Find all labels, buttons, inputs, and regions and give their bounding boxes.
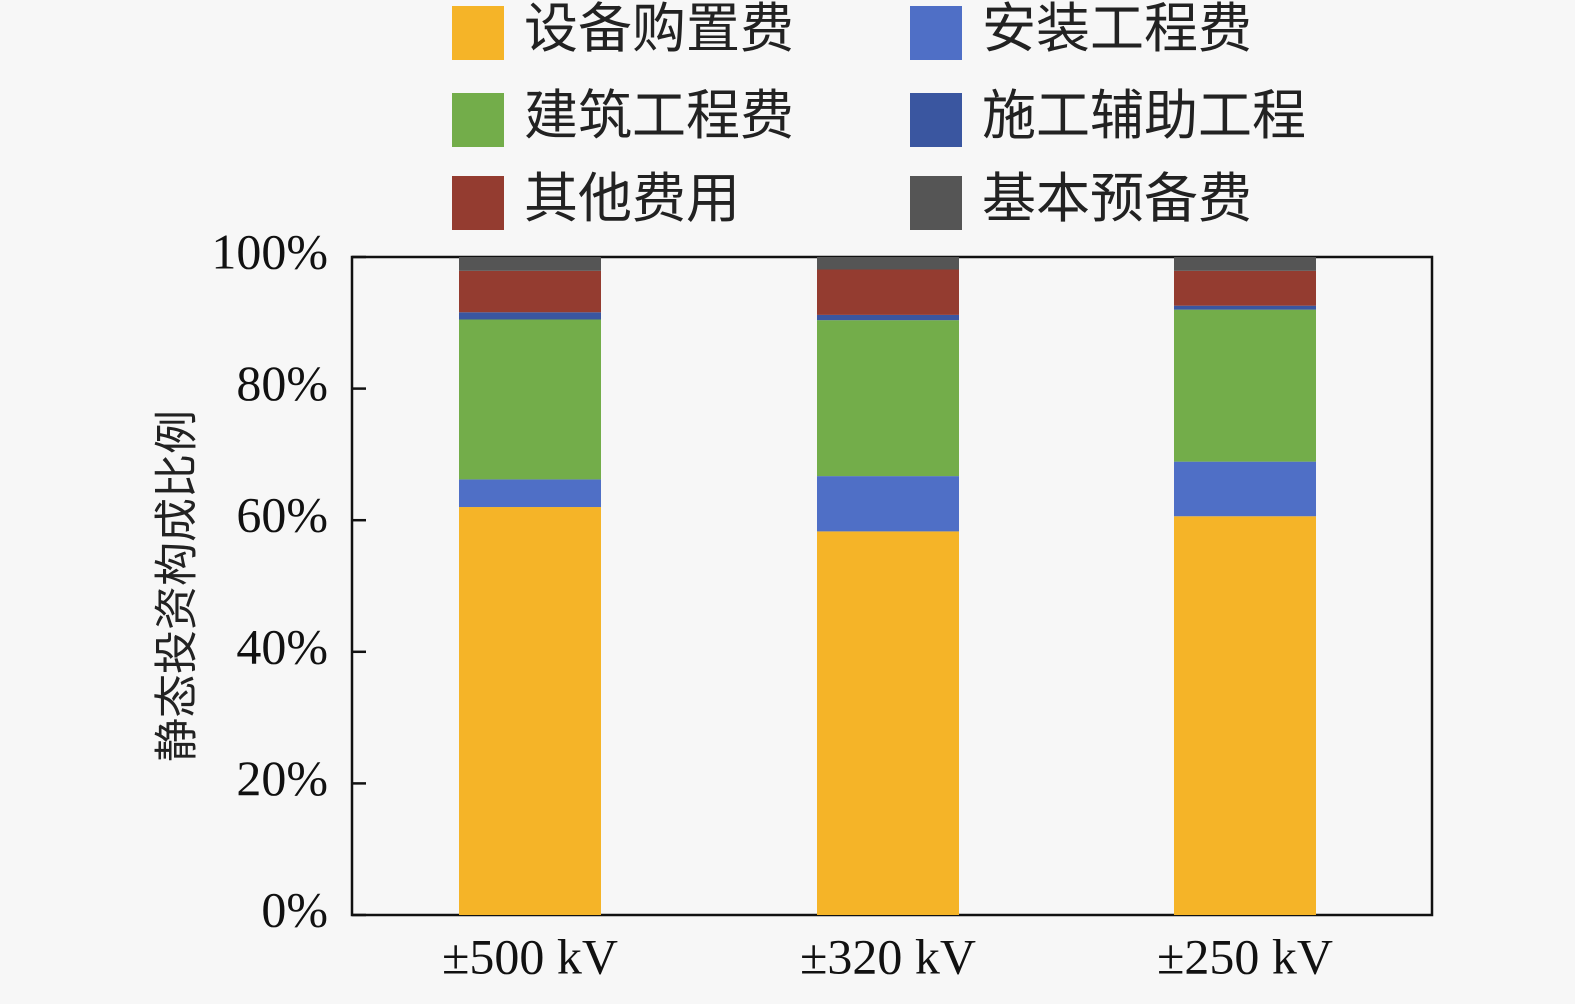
- legend-swatch: [452, 6, 504, 60]
- bar-segment-series2-cat1: [817, 320, 959, 477]
- bar-segment-series1-cat0: [459, 479, 601, 508]
- y-tick-label: 20%: [236, 750, 328, 806]
- bar-segment-series2-cat2: [1174, 309, 1316, 462]
- bar-segment-series5-cat2: [1174, 257, 1316, 271]
- legend-swatch: [452, 176, 504, 230]
- bar-segment-series3-cat0: [459, 312, 601, 320]
- legend-label: 其他费用: [524, 167, 740, 230]
- y-tick-label: 40%: [236, 618, 328, 674]
- bar-segment-series4-cat0: [459, 270, 601, 313]
- y-tick-label: 60%: [236, 487, 328, 543]
- bar-segment-series1-cat1: [817, 476, 959, 532]
- bar-segment-series2-cat0: [459, 319, 601, 480]
- x-tick-label: ±320 kV: [800, 928, 976, 984]
- bar-segment-series4-cat1: [817, 269, 959, 315]
- x-tick-label: ±500 kV: [442, 928, 618, 984]
- y-tick-label: 100%: [211, 223, 328, 279]
- x-tick-label: ±250 kV: [1157, 928, 1333, 984]
- bar-segment-series1-cat2: [1174, 461, 1316, 517]
- plot-area: 0% 20% 40% 60% 80% 100% ±500 kV ±320 kV ±250 kV: [211, 223, 1434, 984]
- legend-label: 施工辅助工程: [982, 84, 1306, 147]
- x-axis-ticks: ±500 kV ±320 kV ±250 kV: [442, 928, 1333, 984]
- bar-stack-0: [459, 257, 601, 915]
- bars: [459, 257, 1316, 915]
- legend-label: 设备购置费: [524, 0, 794, 60]
- legend-swatch: [910, 93, 962, 147]
- legend-swatch: [452, 93, 504, 147]
- y-tick-label: 0%: [261, 881, 328, 937]
- bar-segment-series5-cat0: [459, 257, 601, 271]
- bar-segment-series0-cat2: [1174, 516, 1316, 915]
- bar-segment-series3-cat2: [1174, 305, 1316, 310]
- bar-segment-series3-cat1: [817, 314, 959, 321]
- y-axis-ticks: 0% 20% 40% 60% 80% 100%: [211, 223, 366, 937]
- bar-segment-series4-cat2: [1174, 270, 1316, 306]
- bar-segment-series0-cat0: [459, 507, 601, 915]
- bar-segment-series5-cat1: [817, 257, 959, 270]
- y-tick-label: 80%: [236, 355, 328, 411]
- legend-swatch: [910, 6, 962, 60]
- legend-swatch: [910, 176, 962, 230]
- bar-stack-2: [1174, 257, 1316, 915]
- legend-label: 基本预备费: [982, 167, 1252, 230]
- y-axis-label: 静态投资构成比例: [152, 410, 203, 762]
- legend-label: 安装工程费: [982, 0, 1252, 60]
- bar-stack-1: [817, 257, 959, 915]
- legend-label: 建筑工程费: [524, 84, 794, 147]
- bar-segment-series0-cat1: [817, 531, 959, 915]
